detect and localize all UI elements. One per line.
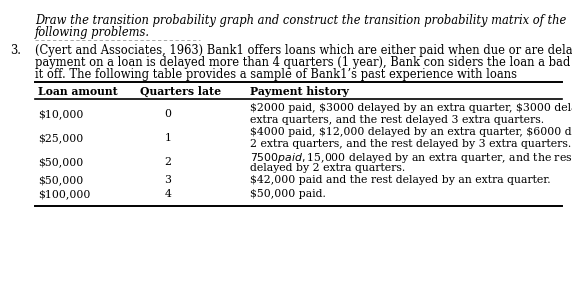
Text: 3.: 3.	[10, 44, 21, 57]
Text: payment on a loan is delayed more than 4 quarters (1 year), Bank con siders the : payment on a loan is delayed more than 4…	[35, 56, 572, 69]
Text: (Cyert and Associates, 1963) Bank1 offers loans which are either paid when due o: (Cyert and Associates, 1963) Bank1 offer…	[35, 44, 572, 57]
Text: extra quarters, and the rest delayed 3 extra quarters.: extra quarters, and the rest delayed 3 e…	[250, 115, 544, 125]
Text: $50,000: $50,000	[38, 175, 84, 185]
Text: $25,000: $25,000	[38, 133, 84, 143]
Text: $42,000 paid and the rest delayed by an extra quarter.: $42,000 paid and the rest delayed by an …	[250, 175, 551, 185]
Text: 0: 0	[165, 109, 172, 119]
Text: $50,000 paid.: $50,000 paid.	[250, 189, 326, 199]
Text: Quarters late: Quarters late	[140, 86, 221, 97]
Text: $10,000: $10,000	[38, 109, 84, 119]
Text: Loan amount: Loan amount	[38, 86, 118, 97]
Text: delayed by 2 extra quarters.: delayed by 2 extra quarters.	[250, 163, 405, 173]
Text: it off. The following table provides a sample of Bank1’s past experience with lo: it off. The following table provides a s…	[35, 68, 517, 81]
Text: 2 extra quarters, and the rest delayed by 3 extra quarters.: 2 extra quarters, and the rest delayed b…	[250, 139, 571, 149]
Text: $2000 paid, $3000 delayed by an extra quarter, $3000 delayed by 2: $2000 paid, $3000 delayed by an extra qu…	[250, 103, 572, 113]
Text: following problems.: following problems.	[35, 26, 150, 39]
Text: 2: 2	[165, 157, 172, 167]
Text: 1: 1	[165, 133, 172, 143]
Text: Draw the transition probability graph and construct the transition probability m: Draw the transition probability graph an…	[35, 14, 566, 27]
Text: $100,000: $100,000	[38, 189, 90, 199]
Text: $4000 paid, $12,000 delayed by an extra quarter, $6000 delayed by: $4000 paid, $12,000 delayed by an extra …	[250, 127, 572, 137]
Text: Payment history: Payment history	[250, 86, 349, 97]
Text: 4: 4	[165, 189, 172, 199]
Text: 3: 3	[165, 175, 172, 185]
Text: $7500 paid, $15,000 delayed by an extra quarter, and the rest: $7500 paid, $15,000 delayed by an extra …	[250, 151, 572, 165]
Text: $50,000: $50,000	[38, 157, 84, 167]
